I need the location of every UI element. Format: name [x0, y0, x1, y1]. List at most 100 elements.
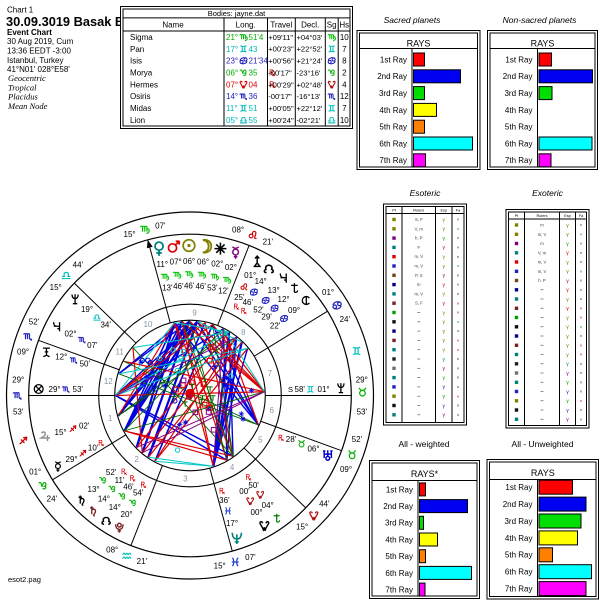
svg-text:γ: γ	[443, 301, 446, 307]
svg-text:52': 52'	[352, 435, 363, 444]
svg-text:γ: γ	[566, 343, 569, 349]
svg-text:γ: γ	[443, 366, 446, 372]
svg-text:+00'56": +00'56"	[268, 57, 294, 66]
svg-text:7th Ray: 7th Ray	[379, 156, 407, 165]
svg-text:γ: γ	[566, 417, 569, 423]
svg-text:γ: γ	[443, 329, 446, 335]
svg-text:29': 29'	[261, 312, 272, 321]
svg-text:γ: γ	[443, 217, 446, 223]
svg-text:γ: γ	[566, 352, 569, 358]
svg-text:γ: γ	[443, 292, 446, 298]
svg-text:21°: 21°	[226, 33, 238, 42]
svg-text:All - Unweighted: All - Unweighted	[512, 439, 574, 449]
svg-text:5th Ray: 5th Ray	[505, 123, 533, 132]
svg-text:γ: γ	[566, 297, 569, 303]
svg-text:γ: γ	[566, 334, 569, 340]
svg-text:4th Ray: 4th Ray	[385, 535, 413, 544]
svg-text:58': 58'	[295, 385, 306, 394]
svg-text:Midas: Midas	[130, 104, 151, 113]
svg-text:06°: 06°	[307, 445, 319, 454]
svg-text:01°: 01°	[29, 468, 41, 477]
svg-text:05°: 05°	[226, 116, 238, 125]
svg-text:46': 46'	[184, 281, 195, 290]
svg-text:×: ×	[580, 260, 583, 265]
svg-text:γ: γ	[566, 380, 569, 386]
svg-text:14°: 14°	[255, 277, 267, 286]
svg-text:10': 10'	[88, 444, 99, 453]
svg-text:12: 12	[340, 92, 349, 101]
svg-text:46': 46'	[195, 282, 206, 291]
svg-text:γ: γ	[443, 320, 446, 326]
svg-text:29°: 29°	[66, 455, 78, 464]
svg-text:23°: 23°	[226, 57, 238, 66]
svg-text:36: 36	[249, 92, 258, 101]
svg-text:+02°48': +02°48'	[297, 80, 323, 89]
svg-text:×: ×	[457, 245, 460, 250]
svg-text:Hermes: Hermes	[130, 80, 158, 89]
svg-text:46': 46'	[123, 483, 134, 492]
svg-text:1: 1	[108, 414, 113, 423]
svg-text:3rd Ray: 3rd Ray	[379, 89, 407, 98]
svg-text:γ: γ	[566, 241, 569, 247]
svg-text:γ: γ	[566, 362, 569, 368]
svg-text:γ: γ	[566, 325, 569, 331]
svg-text:15°: 15°	[55, 428, 67, 437]
svg-text:4th Ray: 4th Ray	[505, 534, 533, 543]
svg-text:×: ×	[580, 389, 583, 394]
svg-text:×: ×	[457, 301, 460, 306]
svg-text:Long.: Long.	[236, 20, 256, 29]
svg-text:×: ×	[457, 329, 460, 334]
svg-text:06°: 06°	[226, 69, 238, 78]
svg-text:γ: γ	[566, 399, 569, 405]
svg-text:m, V: m, V	[538, 269, 547, 274]
svg-text:+22°12': +22°12'	[297, 104, 323, 113]
svg-text:25': 25'	[234, 293, 245, 302]
svg-text:01°: 01°	[322, 288, 334, 297]
svg-text:13°: 13°	[268, 286, 280, 295]
svg-text:Rulers: Rulers	[413, 208, 424, 212]
svg-text:×: ×	[580, 398, 583, 403]
svg-text:×: ×	[580, 287, 583, 292]
svg-text:15°: 15°	[296, 523, 308, 532]
svg-text:Chart 1: Chart 1	[7, 6, 34, 15]
svg-text:Rulers: Rulers	[537, 214, 548, 218]
svg-text:06°: 06°	[197, 258, 209, 267]
svg-text:m, V: m, V	[414, 264, 423, 269]
svg-text:7: 7	[342, 104, 347, 113]
svg-text:13': 13'	[162, 284, 173, 293]
svg-text:4: 4	[230, 463, 235, 472]
svg-text:γ: γ	[443, 338, 446, 344]
svg-text:07': 07'	[155, 221, 166, 230]
svg-text:γ: γ	[443, 255, 446, 261]
svg-text:Sigma: Sigma	[130, 33, 153, 42]
svg-text:×: ×	[580, 380, 583, 385]
svg-text:RAYS: RAYS	[531, 468, 555, 478]
svg-text:γ: γ	[443, 264, 446, 270]
svg-text:12°: 12°	[278, 295, 290, 304]
svg-text:×: ×	[457, 254, 460, 259]
svg-text:RAYS: RAYS	[531, 39, 555, 49]
svg-text:14°: 14°	[98, 495, 110, 504]
svg-text:6th Ray: 6th Ray	[505, 139, 533, 148]
svg-text:5th Ray: 5th Ray	[379, 123, 407, 132]
svg-text:×: ×	[580, 297, 583, 302]
svg-text:5th Ray: 5th Ray	[505, 551, 533, 560]
svg-text:×: ×	[457, 292, 460, 297]
svg-text:50': 50'	[248, 481, 259, 490]
svg-text:51'4: 51'4	[249, 33, 264, 42]
svg-text:Sacred planets: Sacred planets	[384, 15, 441, 25]
svg-text:Fa: Fa	[579, 214, 584, 218]
svg-text:Esp: Esp	[441, 208, 448, 212]
svg-text:36': 36'	[219, 496, 230, 505]
svg-text:52': 52'	[253, 305, 264, 314]
svg-text:08°: 08°	[232, 226, 244, 235]
svg-text:8: 8	[241, 328, 246, 337]
svg-text:γ: γ	[443, 245, 446, 251]
svg-text:×: ×	[580, 315, 583, 320]
svg-text:17°: 17°	[226, 45, 238, 54]
svg-text:×: ×	[580, 352, 583, 357]
svg-text:S, F: S, F	[415, 301, 423, 306]
svg-text:γ: γ	[566, 269, 569, 275]
svg-text:-02°21': -02°21'	[297, 116, 321, 125]
svg-text:S: S	[288, 385, 293, 394]
